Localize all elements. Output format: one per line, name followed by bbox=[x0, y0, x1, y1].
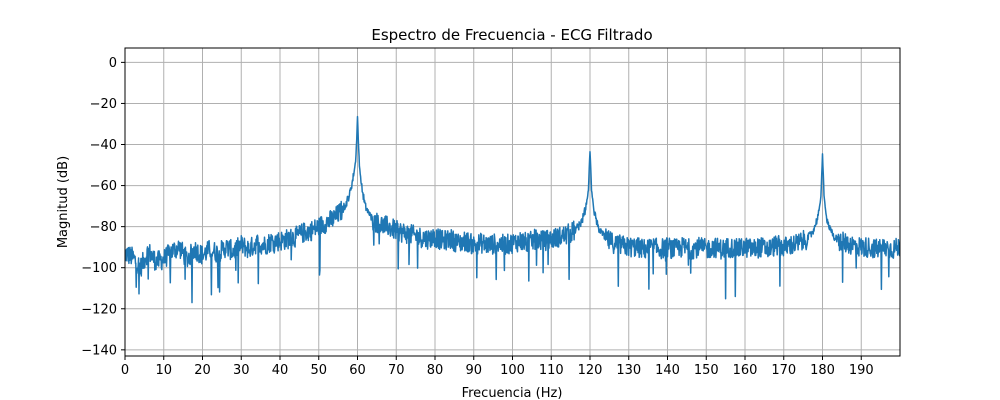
x-tick-label: 20 bbox=[194, 363, 211, 378]
x-axis-ticks: 0 10 20 30 40 50 60 70 80 90 100 110 120 130 140 150 160… bbox=[121, 356, 874, 378]
x-gridlines bbox=[124, 48, 862, 356]
x-tick-label: 160 bbox=[733, 363, 758, 378]
x-tick-label: 110 bbox=[539, 363, 564, 378]
x-tick-label: 170 bbox=[771, 363, 796, 378]
y-tick-label: −20 bbox=[90, 97, 117, 112]
y-tick-label: −40 bbox=[90, 138, 117, 153]
x-tick-label: 180 bbox=[810, 363, 835, 378]
spectrum-line bbox=[125, 115, 900, 304]
x-tick-label: 100 bbox=[500, 363, 525, 378]
x-tick-label: 140 bbox=[655, 363, 680, 378]
x-tick-label: 30 bbox=[233, 363, 250, 378]
x-tick-label: 190 bbox=[849, 363, 874, 378]
x-tick-label: 60 bbox=[349, 363, 366, 378]
y-tick-label: −100 bbox=[81, 261, 117, 276]
x-tick-label: 80 bbox=[427, 363, 444, 378]
y-axis-ticks: 0 −20 −40 −60 −80 −100 −120 −140 bbox=[81, 56, 125, 358]
y-tick-label: −120 bbox=[81, 302, 117, 317]
chart-title: Espectro de Frecuencia - ECG Filtrado bbox=[371, 26, 652, 44]
y-tick-label: −60 bbox=[90, 179, 117, 194]
x-tick-label: 10 bbox=[155, 363, 172, 378]
x-tick-label: 150 bbox=[694, 363, 719, 378]
x-tick-label: 120 bbox=[578, 363, 603, 378]
x-tick-label: 50 bbox=[310, 363, 327, 378]
x-tick-label: 0 bbox=[121, 363, 129, 378]
y-axis-label: Magnitud (dB) bbox=[56, 156, 71, 248]
x-axis-label: Frecuencia (Hz) bbox=[462, 386, 563, 400]
x-tick-label: 90 bbox=[465, 363, 482, 378]
y-tick-label: −80 bbox=[90, 220, 117, 235]
x-tick-label: 40 bbox=[272, 363, 289, 378]
y-gridlines bbox=[125, 61, 900, 351]
y-tick-label: −140 bbox=[81, 343, 117, 358]
x-tick-label: 130 bbox=[616, 363, 641, 378]
y-tick-label: 0 bbox=[109, 56, 117, 71]
x-tick-label: 70 bbox=[388, 363, 405, 378]
